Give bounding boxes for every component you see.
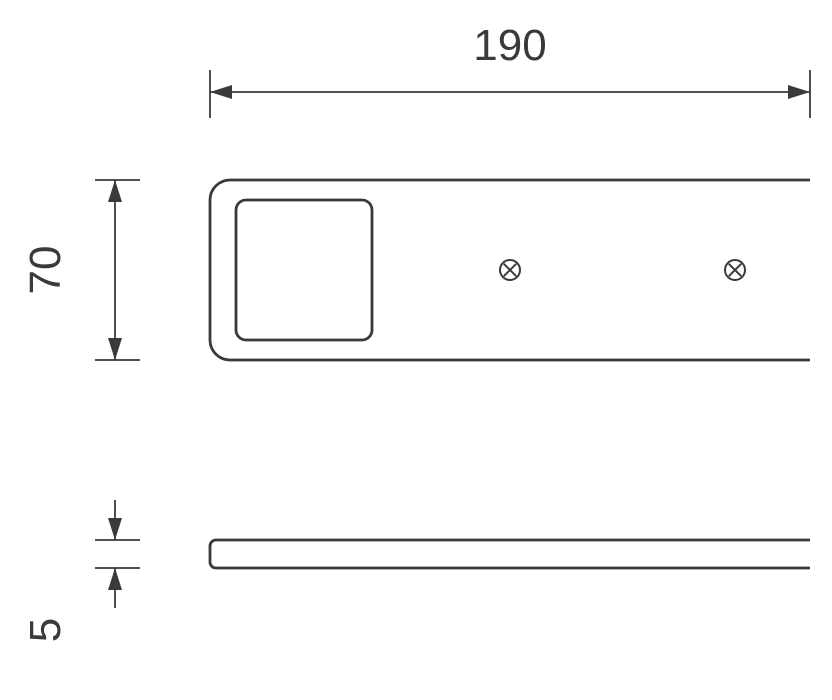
side-view-outline: [210, 540, 810, 568]
side-view: [210, 540, 810, 568]
dim-width: 190: [210, 21, 810, 118]
screw-icon: [725, 260, 745, 280]
top-view: [210, 180, 810, 360]
dim-thickness: 5: [21, 500, 140, 642]
dim-thickness-label: 5: [21, 618, 70, 642]
dim-height: 70: [21, 180, 140, 360]
screw-icon: [500, 260, 520, 280]
lens-window: [236, 200, 372, 340]
dim-width-label: 190: [473, 21, 546, 70]
dim-height-label: 70: [21, 246, 70, 295]
